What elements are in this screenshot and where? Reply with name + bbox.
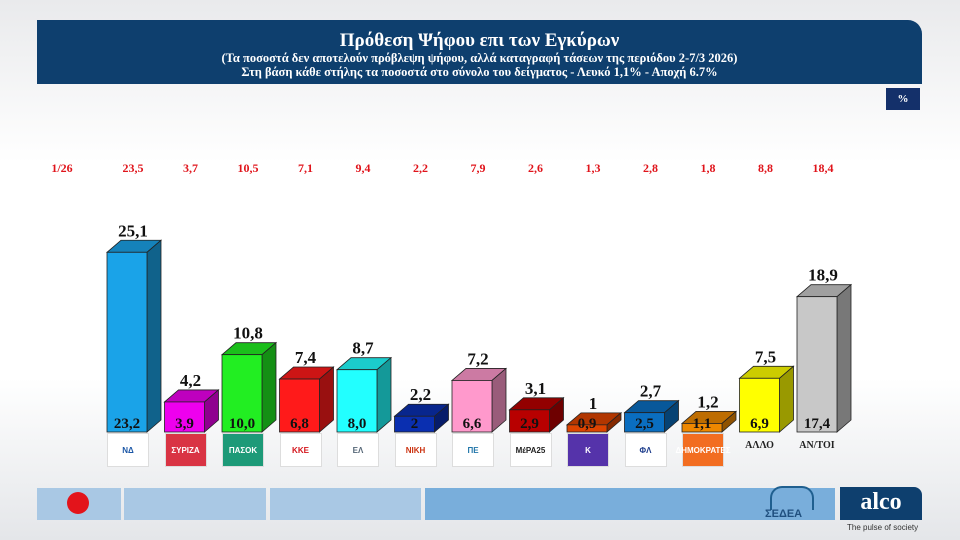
chart-note: Στη βάση κάθε στήλης τα ποσοστά στο σύνο…	[241, 65, 718, 79]
bar	[566, 424, 608, 433]
previous-value-label: 7,9	[471, 161, 486, 175]
party-logo: Κ	[567, 433, 609, 467]
previous-value-label: 18,4	[813, 161, 834, 175]
bar-total-label: 18,9	[808, 266, 838, 285]
bar	[221, 354, 263, 433]
bar-total-label: 10,8	[233, 324, 263, 343]
bar-total-label: 8,7	[352, 339, 374, 358]
bar	[279, 378, 320, 433]
alco-logo: alco	[840, 487, 922, 520]
unit-badge: %	[886, 88, 920, 110]
bar	[336, 369, 378, 433]
bar	[796, 296, 838, 433]
bar-sample-label: 2,9	[520, 416, 539, 432]
bar-sample-label: 17,4	[804, 416, 831, 432]
previous-value-label: 23,5	[123, 161, 144, 175]
bar-sample-label: 2,5	[635, 416, 654, 432]
bar-side	[261, 341, 277, 433]
bar-sample-label: 0,9	[578, 416, 597, 432]
footer-channel-logo-area	[37, 488, 121, 520]
previous-value-label: 1,3	[586, 161, 601, 175]
bar-total-label: 1,2	[697, 392, 718, 411]
alco-tagline: The pulse of society	[847, 523, 919, 532]
bar-sample-label: 23,2	[114, 416, 140, 432]
bar	[739, 377, 780, 433]
category-label: ΑΛΛΟ	[745, 440, 774, 451]
party-logo: ΔΗΜΟΚΡΑΤΕΣ	[675, 433, 731, 467]
party-logo: ΝΙΚΗ	[394, 433, 437, 467]
bar-total-label: 1	[589, 394, 598, 413]
party-logo: ΠΑΣΟΚ	[222, 433, 264, 467]
footer-bar-segment	[270, 488, 421, 520]
bar-side	[836, 283, 852, 433]
comparison-label: 1/26	[51, 161, 72, 175]
bar-total-label: 4,2	[180, 371, 201, 390]
bar-side	[146, 239, 162, 433]
sedea-logo-text: ΣΕΔΕΑ	[765, 508, 803, 520]
previous-value-label: 9,4	[356, 161, 371, 175]
bar	[106, 251, 148, 433]
bar-sample-label: 8,0	[348, 416, 367, 432]
party-logo: ΝΔ	[107, 433, 149, 467]
chart-header: Πρόθεση Ψήφου επι των Εγκύρων (Τα ποσοστ…	[37, 20, 922, 84]
bar-sample-label: 10,0	[229, 416, 255, 432]
bar-total-label: 25,1	[118, 221, 148, 240]
party-logo: ΚΚΕ	[279, 433, 322, 467]
previous-value-label: 2,8	[643, 161, 658, 175]
bar-total-label: 7,5	[755, 347, 776, 366]
bar-sample-label: 3,9	[175, 416, 194, 432]
chart-title: Πρόθεση Ψήφου επι των Εγκύρων	[339, 30, 620, 51]
bar-sample-label: 6,6	[463, 416, 482, 432]
previous-value-label: 2,2	[413, 161, 428, 175]
bar-sample-label: 2	[411, 416, 419, 432]
bar	[164, 401, 205, 433]
party-logo: ΣΥΡΙΖΑ	[164, 433, 207, 467]
bar-total-label: 2,7	[640, 382, 662, 401]
bar-total-label: 3,1	[525, 379, 546, 398]
party-logo: ΕΛ	[337, 433, 379, 467]
alco-logo-text: alco	[860, 489, 902, 515]
sedea-people-icon	[770, 486, 814, 510]
previous-value-label: 10,5	[238, 161, 259, 175]
bar	[624, 412, 665, 433]
bar-total-label: 2,2	[410, 385, 431, 404]
bar-sample-label: 1,1	[693, 416, 712, 432]
bar-side	[376, 356, 392, 433]
category-label: ΑΝ/ΤΟΙ	[799, 440, 835, 451]
bar-total-label: 7,4	[295, 348, 317, 367]
bar-sample-label: 6,9	[750, 416, 769, 432]
channel-logo-icon	[67, 492, 89, 514]
bar	[394, 415, 435, 433]
bar	[509, 409, 550, 433]
bar-side	[779, 365, 794, 433]
bar-sample-label: 6,8	[290, 416, 309, 432]
previous-value-label: 3,7	[183, 161, 198, 175]
previous-value-label: 7,1	[298, 161, 313, 175]
bar-total-label: 7,2	[467, 349, 488, 368]
bar	[681, 423, 723, 433]
bar	[451, 380, 493, 433]
previous-value-label: 1,8	[701, 161, 716, 175]
party-logo: ΦΛ	[624, 433, 667, 467]
chart-subtitle: (Τα ποσοστά δεν αποτελούν πρόβλεψη ψήφου…	[221, 51, 738, 65]
bar-side	[319, 366, 334, 433]
previous-value-label: 8,8	[758, 161, 773, 175]
party-logo: ΠΕ	[452, 433, 494, 467]
footer-bar-segment	[124, 488, 266, 520]
previous-value-label: 2,6	[528, 161, 543, 175]
party-logo: ΜέΡΑ25	[509, 433, 552, 467]
footer-bar-segment: ΣΕΔΕΑ	[425, 486, 835, 520]
